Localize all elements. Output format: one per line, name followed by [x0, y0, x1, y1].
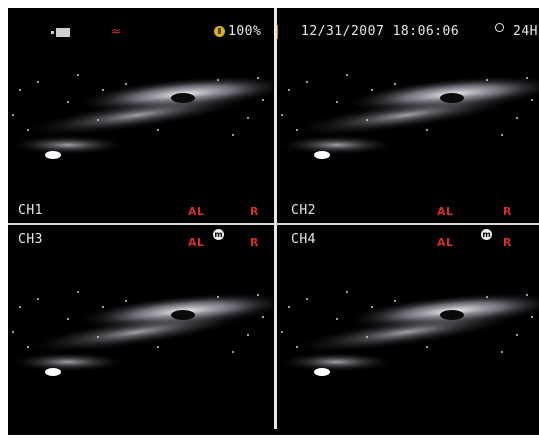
camera-feed — [277, 60, 539, 170]
datetime: 12/31/2007 18:06:06 — [301, 24, 460, 39]
time-format: 24H — [513, 24, 538, 39]
status-bar: ≈ 100% 12/31/2007 18:06:06 24H — [8, 8, 539, 48]
camera-feed — [277, 277, 539, 387]
motion-icon: m — [213, 229, 224, 240]
record-indicator: R — [250, 205, 259, 218]
alarm-indicator: AL — [188, 205, 205, 218]
channel-view-3[interactable]: CH3 AL m R — [8, 225, 273, 435]
channel-view-2[interactable]: CH2 AL R — [277, 8, 539, 220]
hdd-icon — [51, 28, 70, 37]
record-indicator: R — [503, 236, 512, 249]
channel-label: CH1 — [18, 203, 43, 218]
horizontal-divider — [8, 223, 539, 225]
camera-feed — [8, 277, 273, 387]
network-icon: ≈ — [111, 24, 122, 38]
channel-view-4[interactable]: CH4 AL m R — [277, 225, 539, 435]
disk-usage: 100% — [228, 24, 262, 39]
channel-label: CH2 — [291, 203, 316, 218]
channel-view-1[interactable]: CH1 AL R — [8, 8, 273, 220]
alarm-indicator: AL — [437, 205, 454, 218]
alarm-indicator: AL — [188, 236, 205, 249]
dvr-screen: ≈ 100% 12/31/2007 18:06:06 24H CH1 AL R … — [8, 8, 539, 435]
clock-icon — [495, 23, 504, 32]
disk-icon — [214, 26, 225, 37]
camera-feed — [8, 60, 273, 170]
record-indicator: R — [503, 205, 512, 218]
vertical-divider — [274, 8, 277, 429]
channel-label: CH3 — [18, 232, 43, 247]
channel-label: CH4 — [291, 232, 316, 247]
record-indicator: R — [250, 236, 259, 249]
motion-icon: m — [481, 229, 492, 240]
alarm-indicator: AL — [437, 236, 454, 249]
